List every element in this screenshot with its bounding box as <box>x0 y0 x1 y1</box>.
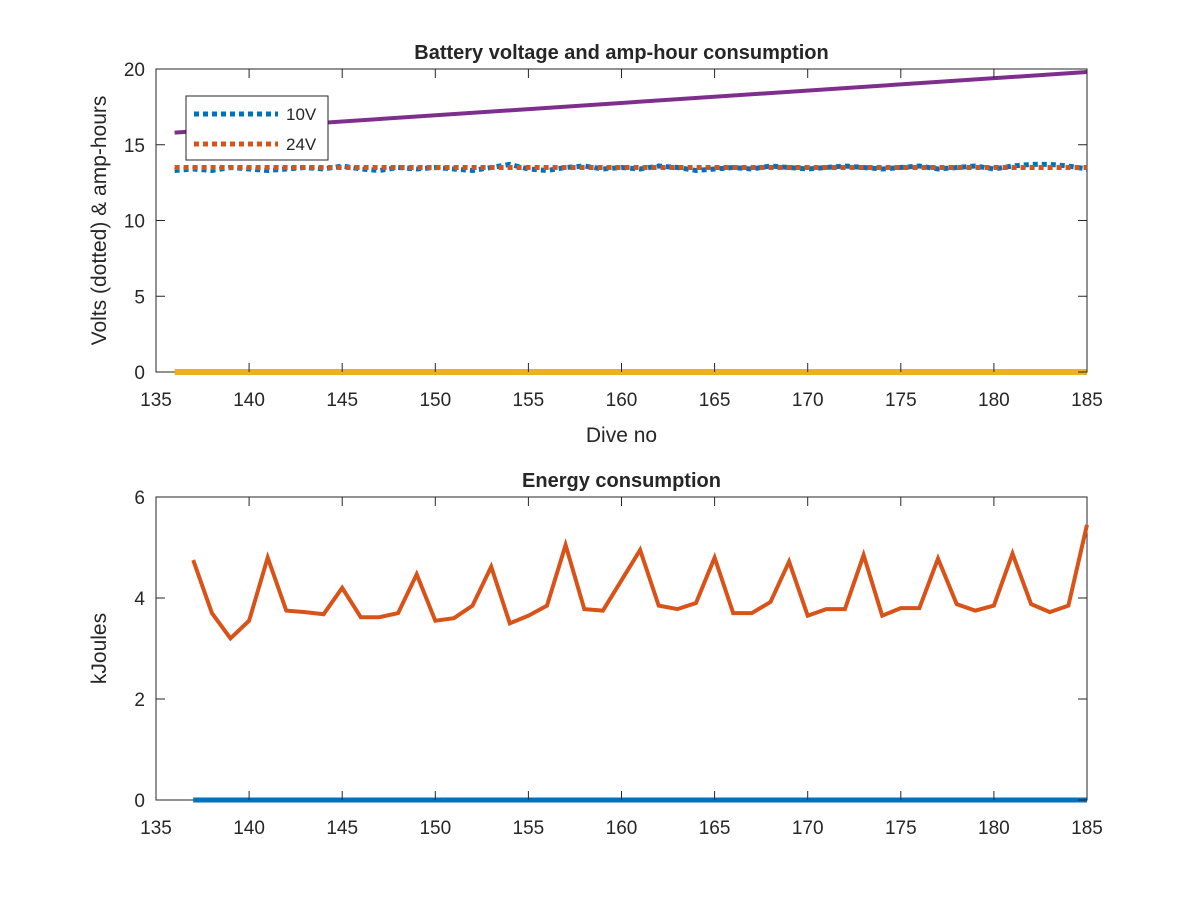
x-tick-label: 150 <box>419 818 451 839</box>
x-tick-label: 135 <box>140 818 172 839</box>
x-tick-label: 185 <box>1071 818 1103 839</box>
x-tick-label: 180 <box>978 818 1010 839</box>
x-tick-label: 165 <box>699 390 731 411</box>
x-axis-label: Dive no <box>586 424 657 447</box>
series-line <box>191 524 1089 642</box>
legend-label: 24V <box>286 135 317 154</box>
x-tick-label: 165 <box>699 818 731 839</box>
y-axis-label: Volts (dotted) & amp-hours <box>88 96 111 346</box>
x-tick-label: 145 <box>326 818 358 839</box>
x-tick-label: 185 <box>1071 390 1103 411</box>
y-tick-label: 4 <box>134 589 145 610</box>
y-tick-label: 5 <box>134 287 145 308</box>
x-tick-label: 175 <box>885 818 917 839</box>
x-tick-label: 170 <box>792 390 824 411</box>
x-tick-label: 140 <box>233 818 265 839</box>
panel-2: 135 140 145 150 155 160 165 170 175 180 185 0 2 4 6 Ene… <box>88 470 1103 839</box>
chart-title: Battery voltage and amp-hour consumption <box>414 42 828 64</box>
y-tick-label: 2 <box>134 690 145 711</box>
y-tick-label: 10 <box>124 212 145 233</box>
x-tick-label: 160 <box>606 390 638 411</box>
x-tick-label: 140 <box>233 390 265 411</box>
x-tick-label: 150 <box>419 390 451 411</box>
x-tick-label: 170 <box>792 818 824 839</box>
y-tick-label: 20 <box>124 60 145 81</box>
y-tick-label: 0 <box>134 791 145 812</box>
y-tick-label: 0 <box>134 363 145 384</box>
legend: 10V 24V <box>185 95 329 161</box>
x-tick-label: 155 <box>513 390 545 411</box>
chart-title: Energy consumption <box>522 470 721 492</box>
x-tick-label: 145 <box>326 390 358 411</box>
x-tick-label: 135 <box>140 390 172 411</box>
y-axis-label: kJoules <box>88 613 111 684</box>
legend-box <box>185 95 329 161</box>
x-tick-label: 160 <box>606 818 638 839</box>
y-tick-label: 6 <box>134 488 145 509</box>
y-tick-label: 15 <box>124 136 145 157</box>
plot-area <box>155 496 1088 801</box>
x-tick-label: 180 <box>978 390 1010 411</box>
legend-label: 10V <box>286 105 317 124</box>
x-tick-label: 175 <box>885 390 917 411</box>
panel-1: 135 140 145 150 155 160 165 170 175 180 185 0 5 10 15 2… <box>88 42 1103 447</box>
x-tick-label: 155 <box>513 818 545 839</box>
